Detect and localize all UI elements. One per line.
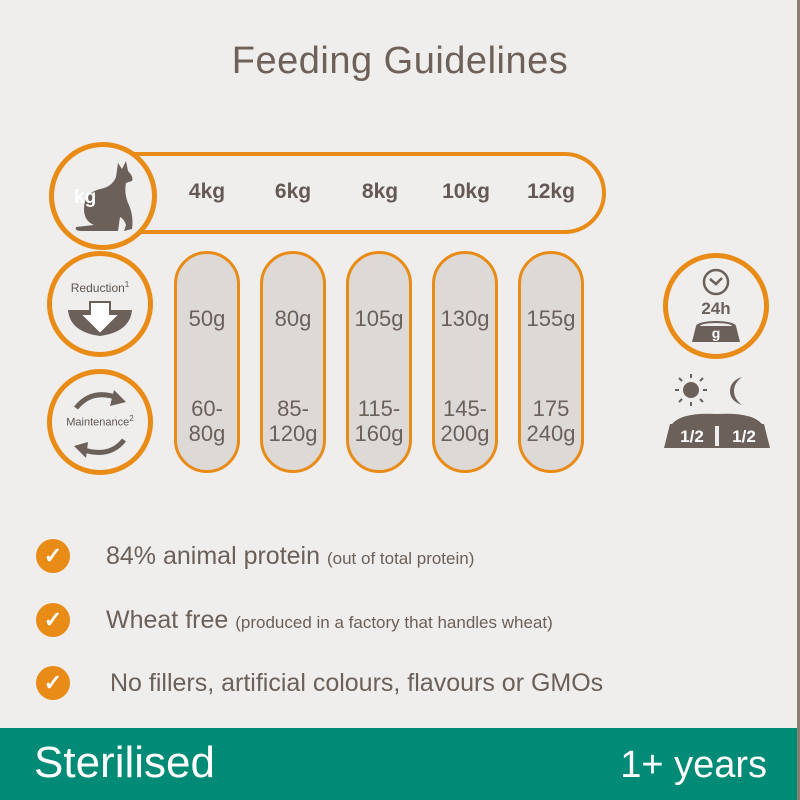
cat-weight-badge: kg [49,142,157,250]
reduction-value: 80g [274,306,312,331]
footer-bar: Sterilised 1+ years [0,728,797,800]
age-label: 1+ years [620,744,767,786]
feature-item: ✓ No fillers, artificial colours, flavou… [36,663,603,703]
split-bowl-icon [664,413,770,448]
reduction-badge: Reduction1 [47,251,153,357]
maintenance-label: Maintenance [66,416,130,429]
split-day: 1/2 [680,427,704,446]
portion-pill-4kg: 50g 60- 80g [174,251,240,473]
checkmark-icon: ✓ [36,539,70,573]
feature-item: ✓ Wheat free (produced in a factory that… [36,600,553,640]
reduction-value: 105g [354,306,404,331]
sun-icon [675,374,707,406]
reduction-value: 50g [188,306,226,331]
weight-labels: 4kg 6kg 8kg 10kg 12kg [174,180,594,210]
weight-12kg: 12kg [527,180,575,203]
page-title: Feeding Guidelines [231,40,569,82]
period-label: 24h [701,299,731,318]
maintenance-badge: Maintenance2 [47,369,153,475]
portion-pill-6kg: 80g 85- 120g [260,251,326,473]
maintenance-value: 85- 120g [268,396,318,446]
reduction-value: 130g [440,306,490,331]
cycle-arrows-icon [74,390,126,458]
daily-amount-badge: 24h g [663,253,769,359]
right-border [797,0,800,800]
reduction-label: Reduction [70,281,125,295]
checkmark-icon: ✓ [36,666,70,700]
portion-pill-8kg: 105g 115- 160g [346,251,412,473]
variant-label: Sterilised [34,738,215,787]
weight-4kg: 4kg [188,180,226,203]
weight-8kg: 8kg [361,180,399,203]
moon-icon [730,377,742,405]
portion-pill-12kg: 155g 175 240g [518,251,584,473]
weight-10kg: 10kg [442,180,490,203]
bowl-icon [692,321,740,342]
reduction-value: 155g [526,306,576,331]
split-night: 1/2 [732,427,756,446]
weight-6kg: 6kg [274,180,312,203]
feature-item: ✓ 84% animal protein (out of total prote… [36,536,474,576]
maintenance-value: 115- 160g [354,396,404,446]
maintenance-value: 60- 80g [188,396,226,446]
maintenance-value: 175 240g [526,396,576,446]
maintenance-value: 145- 200g [440,396,490,446]
weight-bar [112,152,606,234]
portion-pill-10kg: 130g 145- 200g [432,251,498,473]
unit-label: g [711,325,721,341]
down-arrow-icon [68,301,132,336]
cat-icon [75,161,133,231]
kg-label: kg [74,187,97,208]
clock-icon [702,268,730,296]
checkmark-icon: ✓ [36,603,70,637]
